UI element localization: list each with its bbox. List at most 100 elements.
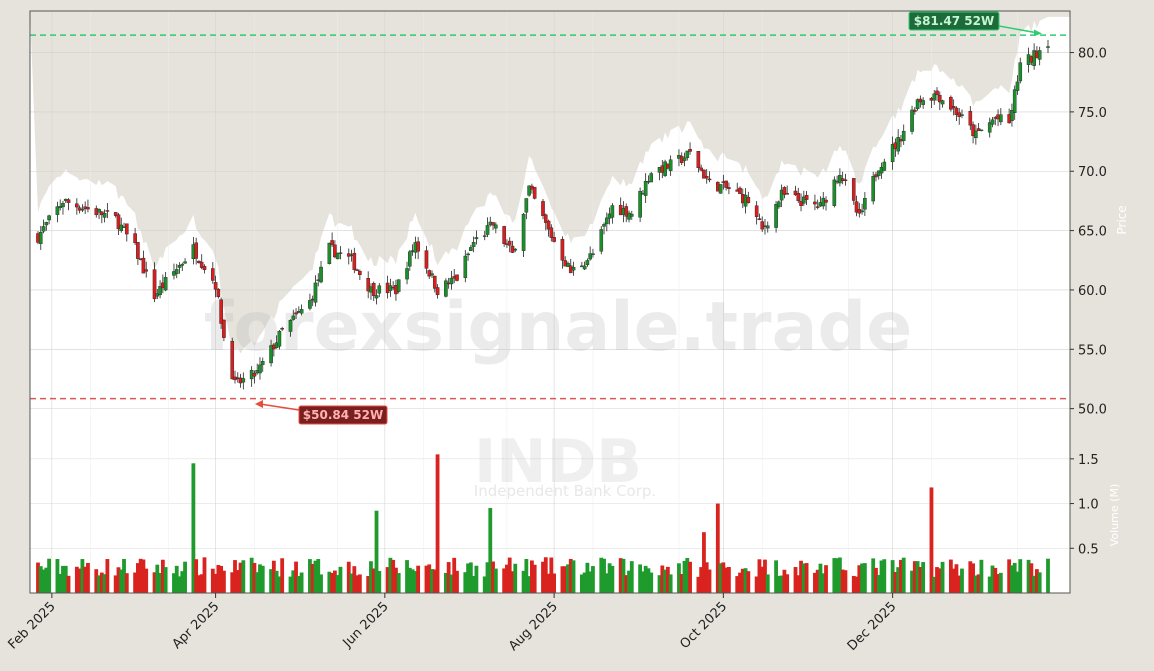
candle xyxy=(1037,46,1042,66)
candle xyxy=(685,150,690,161)
candle xyxy=(582,261,587,271)
price-tick-label: 75.0 xyxy=(1078,106,1107,121)
candle xyxy=(199,254,204,270)
volume-bar xyxy=(197,575,201,593)
volume-bar xyxy=(879,560,884,593)
candle xyxy=(937,91,942,111)
volume-bar xyxy=(210,568,215,593)
volume-bar xyxy=(113,575,118,593)
candle xyxy=(97,208,101,219)
candle xyxy=(682,152,687,167)
candle xyxy=(280,326,284,331)
volume-bar xyxy=(740,568,745,593)
candle xyxy=(211,262,215,284)
candle xyxy=(851,178,856,205)
volume-bar xyxy=(801,563,806,593)
candle xyxy=(860,203,864,215)
volume-bar xyxy=(607,563,612,593)
candle xyxy=(566,261,570,268)
volume-bar xyxy=(585,562,590,593)
candle xyxy=(222,319,226,342)
candle xyxy=(427,269,432,279)
volume-bar xyxy=(649,572,654,593)
candle xyxy=(449,270,454,290)
candle xyxy=(241,372,246,390)
volume-bar xyxy=(571,560,576,593)
candle xyxy=(333,240,337,259)
volume-bar xyxy=(599,557,604,593)
volume-bar xyxy=(640,571,645,593)
candle xyxy=(588,246,592,261)
volume-bar xyxy=(385,567,390,593)
candle xyxy=(213,275,218,298)
volume-bar xyxy=(668,574,673,593)
candle xyxy=(663,159,667,178)
volume-bar xyxy=(308,559,312,593)
volume-axis-ticks: 0.5 1.0 1.5 xyxy=(1070,453,1099,557)
candle xyxy=(863,192,867,216)
volume-bar xyxy=(549,557,554,593)
volume-bar xyxy=(552,573,556,593)
candle xyxy=(890,136,895,170)
volume-bar xyxy=(396,573,401,593)
volume-bar xyxy=(255,572,260,593)
candle xyxy=(987,117,992,138)
volume-bar xyxy=(621,558,626,593)
candle xyxy=(910,105,914,135)
high-52w-label: $81.47 52W xyxy=(914,14,994,28)
volume-bar xyxy=(618,558,623,593)
candle xyxy=(44,221,49,231)
volume-bar xyxy=(122,558,126,593)
candle xyxy=(330,232,334,247)
candle xyxy=(1012,85,1017,120)
volume-bar xyxy=(349,573,354,593)
volume-bar xyxy=(463,572,468,593)
volume-bar xyxy=(219,565,224,593)
volume-bar xyxy=(688,561,692,593)
candle xyxy=(61,200,65,215)
volume-bar xyxy=(782,569,787,593)
volume-bar xyxy=(721,562,726,593)
candle xyxy=(702,169,706,179)
volume-bar xyxy=(643,565,648,593)
volume-bar xyxy=(174,565,179,593)
volume-bar xyxy=(960,568,964,593)
candle xyxy=(258,357,262,380)
candle xyxy=(80,204,85,213)
candle xyxy=(288,319,293,337)
volume-bar xyxy=(921,562,926,593)
price-axis-ticks: 50.0 55.0 60.0 65.0 70.0 75.0 80.0 xyxy=(1070,47,1107,418)
volume-bar xyxy=(546,573,551,593)
candle xyxy=(940,99,945,108)
volume-bar xyxy=(86,562,90,593)
candle xyxy=(77,205,82,214)
candle xyxy=(194,237,198,265)
candle xyxy=(260,357,265,372)
candle xyxy=(424,245,429,274)
volume-bar xyxy=(258,564,262,593)
volume-bar xyxy=(657,575,662,593)
candle xyxy=(219,297,223,329)
candle xyxy=(932,89,937,105)
volume-bar xyxy=(116,567,121,593)
candle xyxy=(782,186,787,199)
volume-tick-label: 1.0 xyxy=(1078,498,1099,513)
volume-bar xyxy=(427,564,432,593)
candle xyxy=(444,278,448,298)
watermark-symbol: INDB xyxy=(474,427,642,497)
volume-bar xyxy=(912,561,917,593)
candle xyxy=(704,169,709,184)
candle xyxy=(813,194,817,211)
candle xyxy=(785,185,789,195)
candlesticks xyxy=(36,39,1050,390)
volume-bar xyxy=(563,566,568,593)
volume-bar xyxy=(491,561,495,593)
volume-bar xyxy=(604,573,609,593)
volume-bar xyxy=(774,560,778,593)
volume-bar xyxy=(821,573,826,593)
candle xyxy=(532,186,537,200)
price-tick-label: 50.0 xyxy=(1078,403,1107,418)
volume-bar xyxy=(468,562,473,593)
volume-bar xyxy=(296,576,301,593)
candle xyxy=(277,330,282,350)
